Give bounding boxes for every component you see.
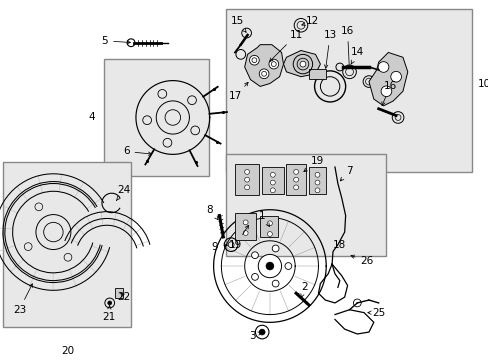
Polygon shape	[368, 53, 407, 106]
Bar	[103, 59, 208, 176]
Bar	[262, 167, 283, 194]
Circle shape	[243, 220, 247, 225]
Circle shape	[258, 255, 281, 278]
Text: 18: 18	[332, 240, 346, 250]
Circle shape	[270, 188, 275, 193]
Text: 9: 9	[211, 242, 227, 252]
Text: 12: 12	[301, 16, 319, 26]
Bar	[235, 213, 256, 240]
Circle shape	[314, 180, 319, 185]
Text: 8: 8	[206, 205, 218, 220]
Circle shape	[251, 252, 258, 258]
Text: 25: 25	[367, 308, 385, 318]
Text: 16: 16	[381, 81, 396, 105]
Circle shape	[390, 71, 401, 82]
Circle shape	[107, 301, 111, 305]
Circle shape	[270, 180, 275, 185]
Text: 14: 14	[350, 48, 363, 64]
Text: 11: 11	[269, 30, 302, 62]
Text: 2: 2	[300, 282, 307, 298]
Text: 22: 22	[118, 292, 131, 302]
Circle shape	[243, 231, 247, 235]
Circle shape	[293, 185, 298, 190]
Circle shape	[293, 177, 298, 182]
Circle shape	[251, 274, 258, 280]
Text: 16: 16	[340, 26, 353, 68]
Polygon shape	[244, 45, 283, 86]
Text: 6: 6	[122, 147, 151, 157]
Circle shape	[267, 231, 272, 237]
Text: 17: 17	[229, 82, 247, 101]
Circle shape	[380, 86, 391, 96]
Circle shape	[244, 177, 249, 182]
Circle shape	[300, 61, 305, 67]
Circle shape	[259, 329, 264, 335]
Text: 20: 20	[61, 346, 74, 356]
Bar	[286, 164, 305, 195]
Bar	[226, 154, 386, 256]
Circle shape	[314, 172, 319, 177]
Text: 19: 19	[229, 225, 248, 250]
Circle shape	[314, 188, 319, 193]
Circle shape	[265, 262, 273, 270]
Text: 23: 23	[13, 284, 32, 315]
Circle shape	[268, 59, 278, 69]
Text: 13: 13	[323, 30, 336, 68]
Text: 10: 10	[477, 80, 488, 90]
Text: 21: 21	[102, 306, 115, 321]
Circle shape	[244, 170, 249, 174]
Text: 3: 3	[248, 331, 261, 341]
Circle shape	[259, 69, 268, 78]
Bar	[235, 164, 259, 195]
Bar	[226, 9, 471, 172]
Circle shape	[267, 221, 272, 226]
Circle shape	[293, 170, 298, 174]
Bar	[308, 167, 325, 194]
Circle shape	[377, 62, 388, 72]
Circle shape	[272, 280, 279, 287]
Circle shape	[249, 55, 259, 65]
Circle shape	[270, 172, 275, 177]
Circle shape	[285, 263, 291, 269]
Text: 26: 26	[350, 255, 373, 266]
Bar	[3, 162, 131, 327]
Text: 15: 15	[231, 16, 245, 32]
Text: 7: 7	[340, 166, 352, 181]
Circle shape	[272, 245, 279, 252]
Bar	[260, 216, 277, 237]
Text: 24: 24	[116, 185, 131, 201]
Text: 4: 4	[88, 112, 95, 122]
Bar	[308, 69, 325, 78]
Text: 5: 5	[102, 36, 130, 46]
Polygon shape	[283, 50, 320, 77]
Text: 19: 19	[303, 156, 324, 172]
Bar	[114, 288, 123, 298]
Circle shape	[244, 185, 249, 190]
Text: 1: 1	[258, 211, 269, 226]
